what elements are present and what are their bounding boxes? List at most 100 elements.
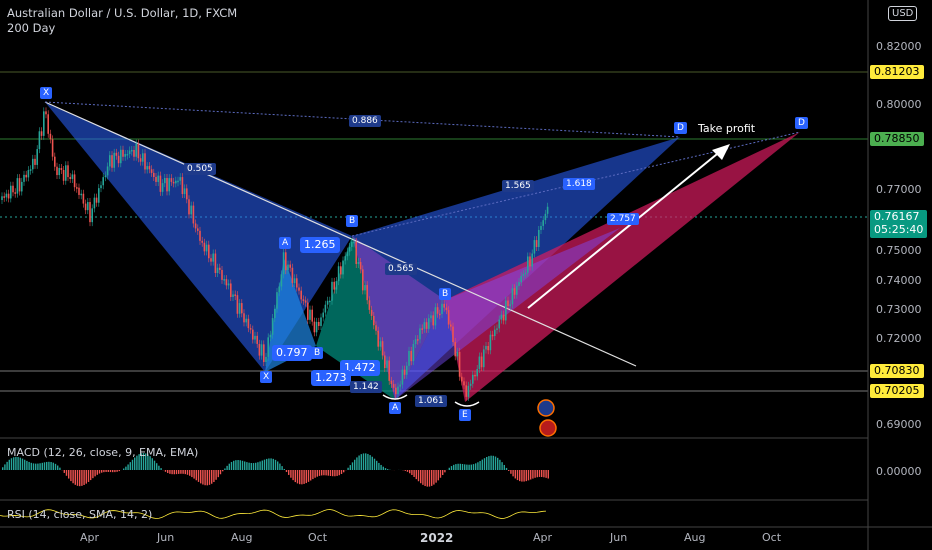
macd-bar: [279, 463, 281, 470]
ratio-label[interactable]: 1.061: [415, 395, 447, 407]
ratio-label[interactable]: 1.265: [300, 237, 340, 253]
candle-body: [542, 220, 544, 226]
macd-label[interactable]: MACD (12, 26, close, 9, EMA, EMA): [7, 446, 199, 459]
macd-bar: [182, 470, 184, 474]
indicator-label[interactable]: 200 Day: [7, 21, 56, 35]
candle-body: [377, 330, 379, 347]
candle-body: [408, 350, 410, 366]
candle-body: [60, 167, 63, 170]
candle-body: [205, 244, 208, 252]
candle-body: [474, 374, 476, 377]
lower-level-label-2[interactable]: 0.70205: [870, 384, 924, 398]
candle-body: [89, 202, 91, 223]
candle-body: [335, 281, 338, 290]
point-d2-label[interactable]: D: [795, 117, 808, 129]
candle-body: [23, 174, 25, 182]
candle-body: [333, 281, 335, 290]
candle-body: [518, 282, 520, 286]
ratio-label[interactable]: 1.142: [350, 381, 382, 393]
candle-body: [38, 131, 41, 150]
candle-body: [412, 343, 415, 362]
macd-bar: [191, 470, 193, 478]
macd-bar: [329, 470, 332, 476]
candle-body: [32, 158, 34, 170]
macd-bar: [68, 470, 70, 479]
candle-body: [291, 267, 294, 284]
macd-bar: [448, 467, 450, 470]
candle-body: [403, 369, 406, 375]
symbol-title[interactable]: Australian Dollar / U.S. Dollar, 1D, FXC…: [7, 6, 238, 20]
candle-body: [10, 185, 12, 199]
macd-bar: [173, 470, 175, 475]
currency-button[interactable]: USD: [888, 6, 918, 21]
macd-bar: [488, 456, 490, 470]
candle-body: [322, 312, 324, 318]
macd-bar: [358, 455, 360, 470]
candle-body: [236, 295, 239, 314]
macd-bar: [87, 470, 90, 482]
macd-bar: [494, 456, 497, 470]
macd-bar: [404, 470, 406, 471]
macd-bar: [323, 470, 325, 476]
point-b-label[interactable]: B: [311, 347, 324, 359]
ratio-label[interactable]: 0.565: [385, 263, 417, 275]
candle-body: [434, 307, 437, 326]
candle-body: [524, 272, 527, 275]
candle-body: [265, 356, 267, 363]
time-tick: Oct: [762, 531, 782, 544]
us-flag-event-icon[interactable]: [539, 419, 557, 437]
ratio-label[interactable]: 2.757: [607, 213, 639, 225]
upper-level-label[interactable]: 0.81203: [870, 65, 924, 79]
candle-body: [315, 321, 318, 333]
macd-bar: [365, 453, 367, 470]
macd-bar: [312, 470, 314, 480]
candle-body: [423, 322, 426, 329]
macd-bar: [19, 457, 21, 470]
macd-bar: [13, 457, 15, 470]
point-a-label[interactable]: A: [279, 237, 292, 249]
macd-bar: [131, 459, 134, 470]
point-b2-label[interactable]: B: [346, 215, 359, 227]
au-flag-event-icon[interactable]: [537, 399, 555, 417]
ratio-label[interactable]: 1.273: [311, 370, 351, 386]
candle-body: [357, 262, 360, 264]
candle-body: [73, 174, 76, 188]
rsi-label[interactable]: RSI (14, close, SMA, 14, 2): [7, 508, 153, 521]
macd-bar: [160, 468, 162, 470]
macd-bar: [114, 470, 116, 473]
candle-body: [274, 308, 276, 319]
candle-body: [71, 174, 74, 179]
point-x-label[interactable]: X: [40, 87, 53, 99]
take-profit-label[interactable]: 0.78850: [870, 132, 924, 146]
point-d1-label[interactable]: D: [674, 122, 687, 134]
macd-bar: [149, 456, 151, 470]
candle-body: [117, 155, 120, 164]
candle-body: [381, 341, 384, 356]
ratio-label[interactable]: 1.618: [563, 178, 595, 190]
candle-body: [199, 230, 201, 241]
lower-level-label-1[interactable]: 0.70830: [870, 364, 924, 378]
macd-bar: [226, 465, 228, 470]
macd-bar: [96, 470, 98, 475]
macd-bar: [24, 459, 26, 470]
point-e-label[interactable]: E: [459, 409, 471, 421]
candle-body: [188, 199, 190, 215]
price-tick: 0.74000: [876, 274, 922, 287]
candle-body: [540, 225, 542, 230]
candle-body: [36, 149, 38, 165]
take-profit-text[interactable]: Take profit: [698, 122, 756, 135]
macd-bar: [431, 470, 433, 486]
ratio-label[interactable]: 0.797: [272, 345, 312, 361]
candle-body: [337, 266, 340, 282]
ratio-label[interactable]: 1.565: [502, 180, 534, 192]
point-b3-label[interactable]: B: [439, 288, 452, 300]
ratio-label[interactable]: 0.886: [349, 115, 381, 127]
candle-body: [3, 196, 5, 198]
macd-bar: [285, 470, 288, 472]
candle-body: [456, 351, 459, 357]
current-price-label[interactable]: 0.76167 05:25:40: [870, 210, 928, 238]
point-x2-label[interactable]: X: [260, 371, 273, 383]
ratio-label[interactable]: 0.505: [184, 163, 216, 175]
point-a2-label[interactable]: A: [389, 402, 402, 414]
